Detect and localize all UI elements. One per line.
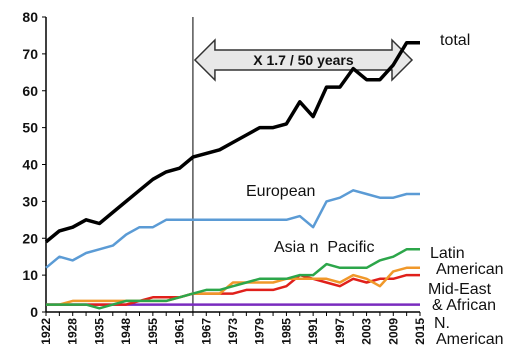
y-tick-label: 0 bbox=[30, 304, 38, 320]
series-line-european bbox=[45, 189, 420, 269]
y-tick-label: 80 bbox=[22, 9, 38, 25]
label-total: total bbox=[440, 32, 470, 49]
y-tick-label: 40 bbox=[22, 157, 38, 173]
label-namerican-1: N. bbox=[434, 315, 450, 332]
growth-annotation-text: X 1.7 / 50 years bbox=[253, 52, 354, 68]
series-lines bbox=[44, 41, 420, 310]
x-tick-label: 1991 bbox=[306, 318, 320, 345]
x-tick-label: 1948 bbox=[119, 318, 133, 345]
x-tick-label: 1979 bbox=[253, 318, 267, 345]
double-arrow-shape bbox=[193, 38, 414, 82]
x-tick-label: 1985 bbox=[279, 318, 293, 345]
y-tick-label: 20 bbox=[22, 230, 38, 246]
label-latin-1: Latin bbox=[430, 245, 465, 262]
x-tick-label: 1997 bbox=[333, 318, 347, 345]
label-european: European bbox=[246, 183, 315, 200]
x-tick-label: 1973 bbox=[226, 318, 240, 345]
x-tick-label: 2003 bbox=[360, 318, 374, 345]
x-tick-label: 1967 bbox=[199, 318, 213, 345]
y-tick-label: 60 bbox=[22, 83, 38, 99]
x-tick-label: 2009 bbox=[386, 318, 400, 345]
series-line-latin-american bbox=[46, 266, 420, 306]
x-tick-label: 1928 bbox=[66, 318, 80, 345]
x-tick-label: 1922 bbox=[39, 318, 53, 345]
growth-arrow-annotation: X 1.7 / 50 years bbox=[193, 38, 414, 82]
series-line-asia-n-pacific bbox=[46, 248, 420, 310]
label-mideast-1: Mid-East bbox=[428, 281, 492, 298]
y-tick-label: 30 bbox=[22, 193, 38, 209]
x-tick-label: 1935 bbox=[92, 318, 106, 345]
x-tick-label: 2015 bbox=[413, 318, 427, 345]
x-tick-label: 1955 bbox=[146, 318, 160, 345]
x-axis-ticks: 1922 1928 1935 1948 1955 1961 1967 1973 1979 1985… bbox=[39, 312, 427, 345]
x-tick-label: 1961 bbox=[173, 318, 187, 345]
label-asia-pacific: Asia n Pacific bbox=[274, 239, 374, 256]
y-tick-label: 70 bbox=[22, 46, 38, 62]
label-namerican-2: American bbox=[436, 331, 504, 348]
label-latin-2: American bbox=[436, 261, 504, 278]
label-mideast-2: & African bbox=[432, 297, 496, 314]
y-tick-label: 50 bbox=[22, 120, 38, 136]
y-tick-label: 10 bbox=[22, 267, 38, 283]
y-axis-ticks: 0 10 20 30 40 50 60 70 80 bbox=[22, 9, 46, 320]
series-line-total bbox=[44, 41, 420, 244]
